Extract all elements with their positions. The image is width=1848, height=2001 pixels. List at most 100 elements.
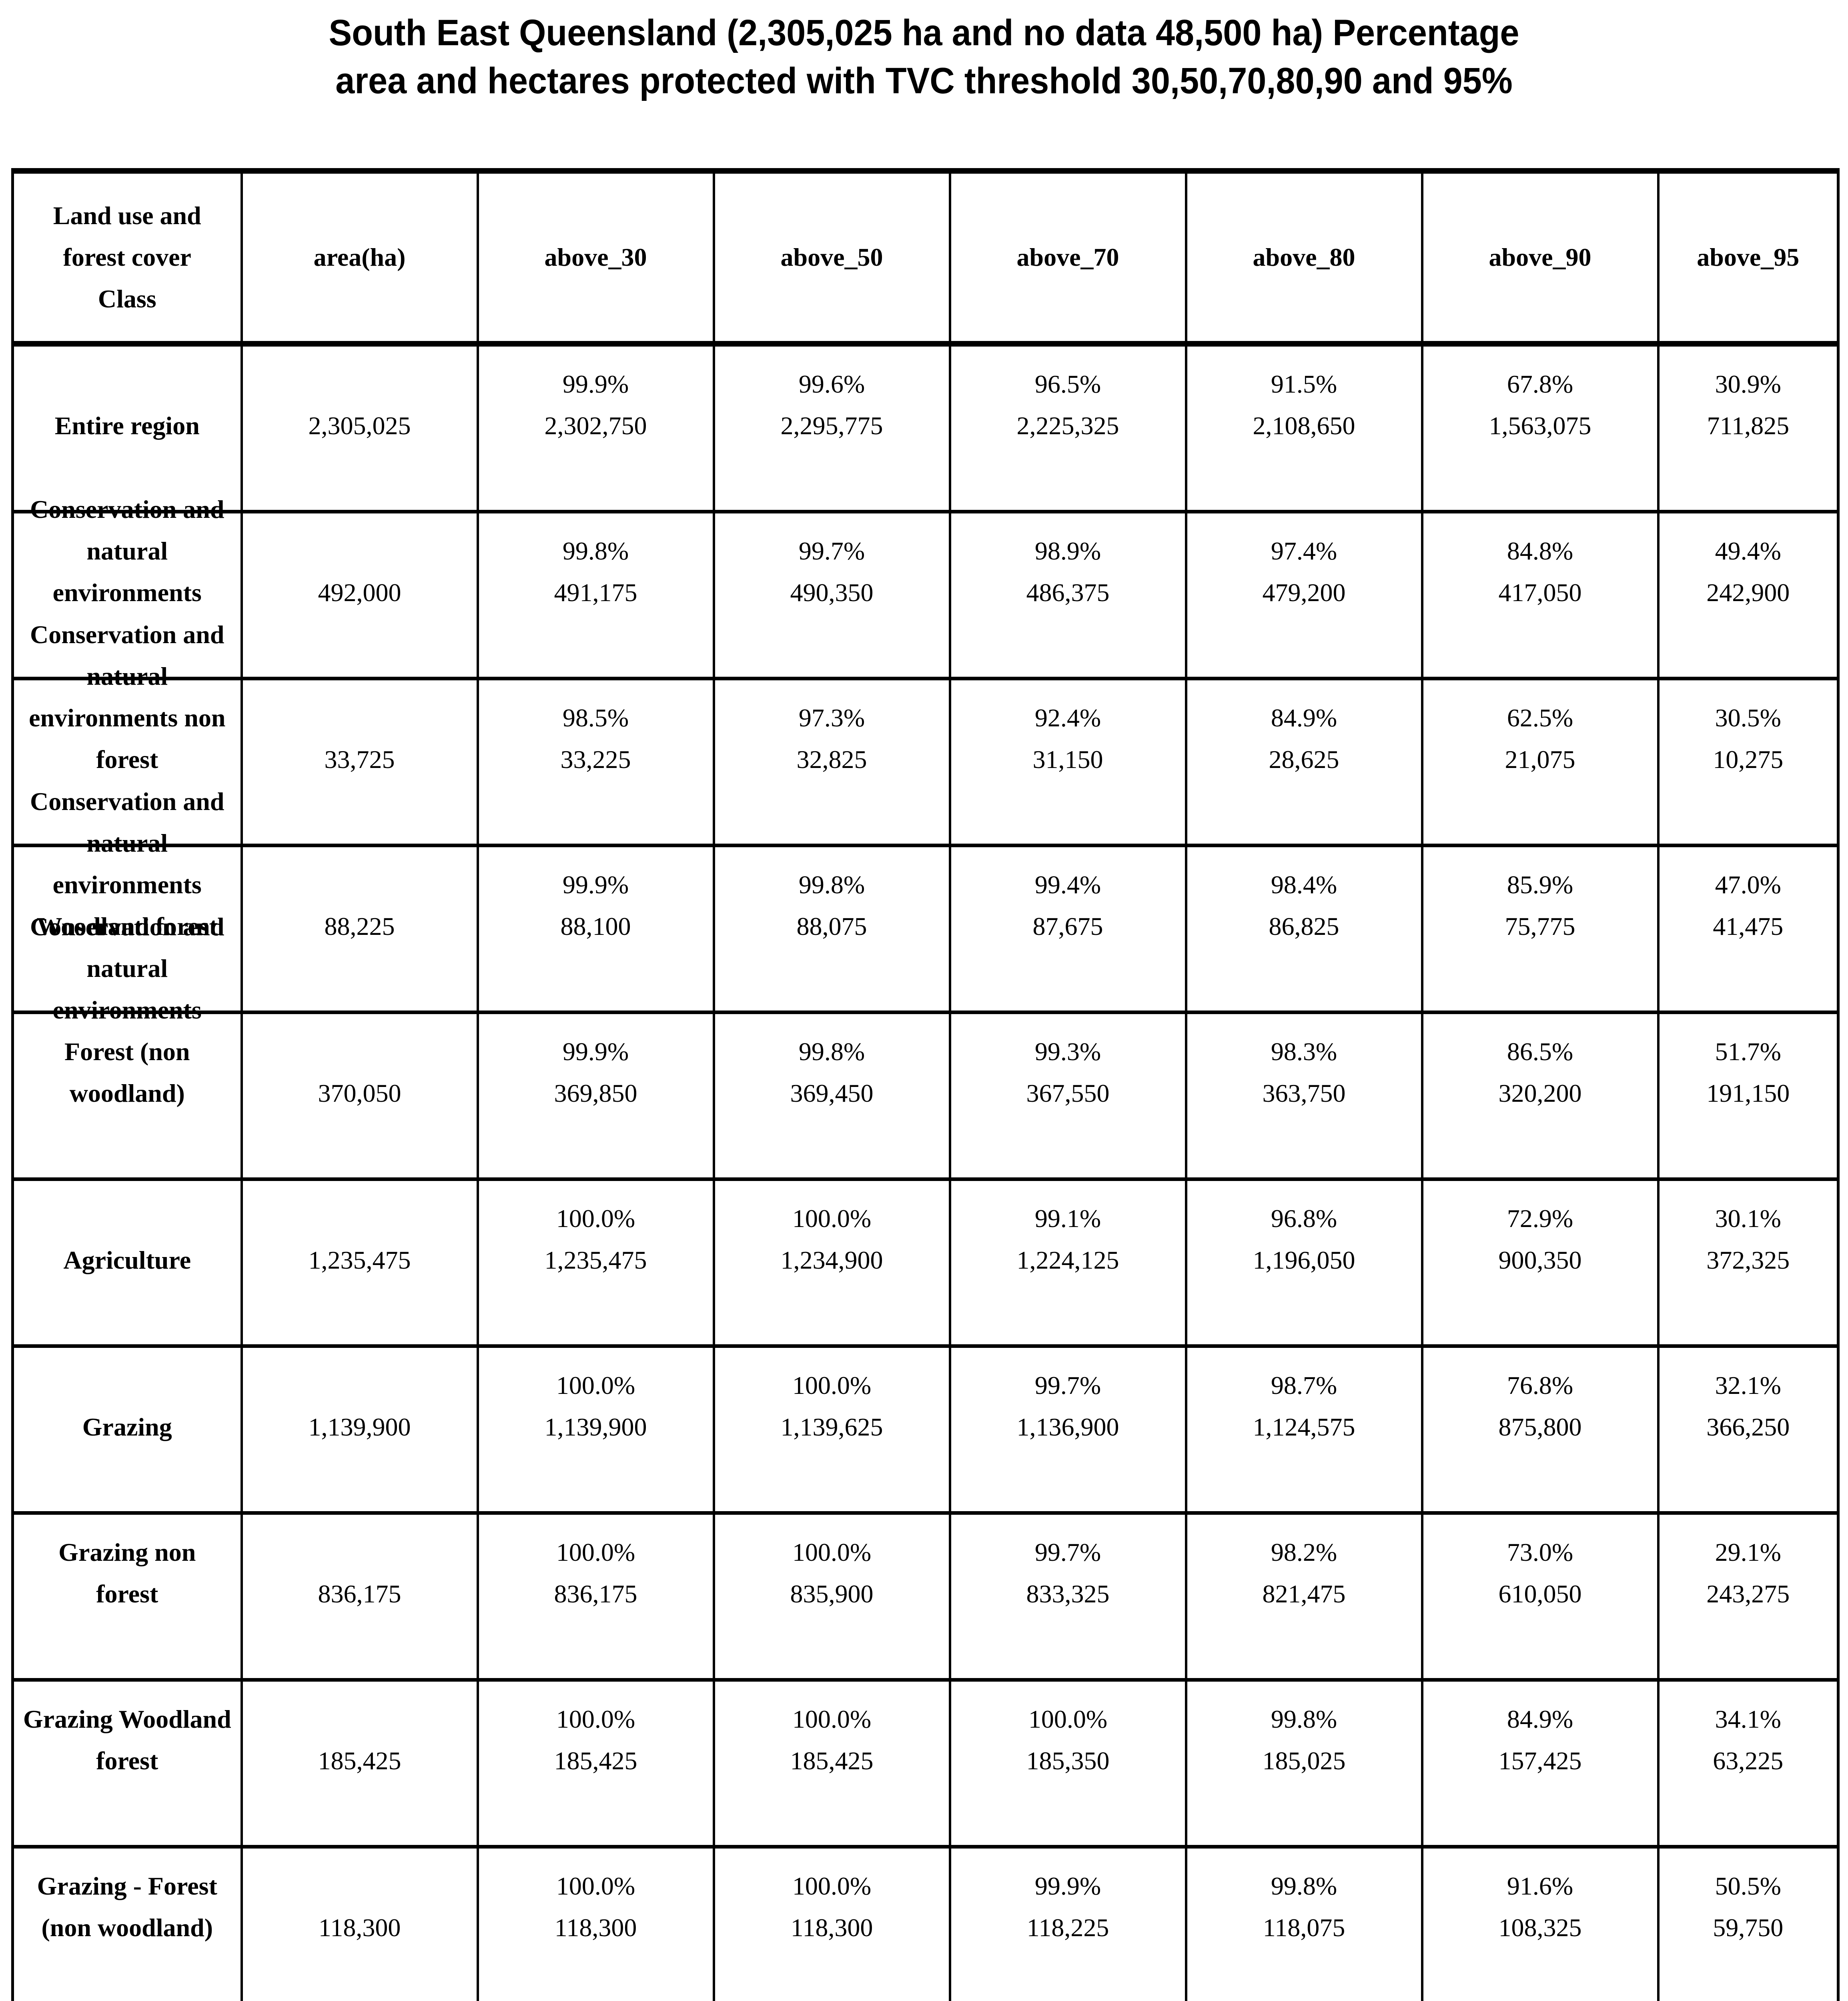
percent-value: 30.5%: [1715, 704, 1781, 732]
percent-value: 32.1%: [1715, 1371, 1781, 1399]
threshold-values: 96.5% 2,225,325: [954, 363, 1183, 447]
row-label-cell: Conservation and natural environments no…: [11, 620, 243, 847]
threshold-values: 100.0% 1,234,900: [718, 1198, 946, 1281]
percent-value: 99.6%: [798, 370, 865, 398]
percent-value: 99.9%: [562, 370, 629, 398]
percent-value: 29.1%: [1715, 1538, 1781, 1566]
hectare-value: 59,750: [1713, 1913, 1784, 1942]
hectare-value: 108,325: [1498, 1913, 1582, 1942]
threshold-cell: 99.7% 833,325: [948, 1512, 1187, 1682]
cell-box: 86.5% 320,200: [1423, 1014, 1657, 1177]
cell-box: 96.8% 1,196,050: [1187, 1181, 1421, 1344]
area-value: 836,175: [318, 1580, 401, 1608]
threshold-cell: 96.8% 1,196,050: [1185, 1178, 1423, 1348]
cell-box: 100.0% 1,139,900: [479, 1348, 713, 1511]
threshold-values: 91.6% 108,325: [1426, 1865, 1655, 1949]
percent-value: 99.8%: [1271, 1705, 1337, 1733]
threshold-values: 98.4% 86,825: [1190, 864, 1419, 947]
threshold-cell: 67.8% 1,563,075: [1421, 343, 1660, 513]
threshold-values: 32.1% 366,250: [1662, 1365, 1835, 1448]
area-cell: 185,425: [240, 1678, 479, 1849]
threshold-cell: 97.4% 479,200: [1185, 510, 1423, 680]
area-value: 492,000: [318, 578, 401, 607]
hectare-value: 711,825: [1707, 411, 1790, 440]
threshold-cell: 99.9% 118,225: [948, 1845, 1187, 2001]
hectare-value: 185,025: [1262, 1746, 1346, 1775]
threshold-values: 30.5% 10,275: [1662, 697, 1835, 780]
hectare-value: 21,075: [1505, 745, 1575, 774]
threshold-values: 97.3% 32,825: [718, 697, 946, 780]
column-header-2: above_30: [476, 170, 715, 347]
cell-box: 492,000: [243, 513, 477, 677]
threshold-cell: 100.0% 118,300: [476, 1845, 715, 2001]
row-label-cell: Conservation and natural environments: [11, 495, 243, 680]
area-value: 185,425: [318, 1746, 401, 1775]
threshold-values: 30.9% 711,825: [1662, 363, 1835, 447]
percent-value: 84.9%: [1507, 1705, 1573, 1733]
threshold-cell: 99.8% 491,175: [476, 510, 715, 680]
threshold-cell: 100.0% 835,900: [712, 1512, 951, 1682]
hectare-value: 2,225,325: [1016, 411, 1119, 440]
cell-box: 85.9% 75,775: [1423, 847, 1657, 1011]
percent-value: 84.8%: [1507, 537, 1573, 565]
area-value: 1,235,475: [308, 1246, 411, 1274]
cell-box: 99.8% 118,075: [1187, 1849, 1421, 2001]
cell-box: Agriculture: [14, 1181, 241, 1344]
hectare-value: 491,175: [554, 578, 637, 607]
cell-box: 67.8% 1,563,075: [1423, 347, 1657, 510]
threshold-values: 29.1% 243,275: [1662, 1532, 1835, 1615]
percent-value: 99.9%: [1034, 1872, 1101, 1900]
threshold-cell: 100.0% 118,300: [712, 1845, 951, 2001]
percent-value: 100.0%: [792, 1705, 872, 1733]
cell-box: Conservation and natural environments Fo…: [14, 912, 241, 1177]
cell-box: 32.1% 366,250: [1660, 1348, 1837, 1511]
percent-value: 98.2%: [1271, 1538, 1337, 1566]
row-label: Agriculture: [63, 1246, 191, 1274]
table-row: Grazing non forest 836,175 100.0% 836,175 10…: [11, 1512, 1840, 1682]
threshold-values: 92.4% 31,150: [954, 697, 1183, 780]
percent-value: 100.0%: [792, 1538, 872, 1566]
threshold-values: 49.4% 242,900: [1662, 530, 1835, 614]
percent-value: 67.8%: [1507, 370, 1573, 398]
table-row: Grazing Woodland forest 185,425 100.0% 185,…: [11, 1678, 1840, 1849]
percent-value: 100.0%: [556, 1538, 635, 1566]
threshold-values: 76.8% 875,800: [1426, 1365, 1655, 1448]
threshold-values: 99.7% 1,136,900: [954, 1365, 1183, 1448]
percent-value: 99.8%: [562, 537, 629, 565]
threshold-cell: 51.7% 191,150: [1657, 1011, 1840, 1181]
threshold-values: 99.7% 490,350: [718, 530, 946, 614]
percent-value: 100.0%: [792, 1872, 872, 1900]
threshold-cell: 99.8% 88,075: [712, 844, 951, 1014]
cell-box: 185,425: [243, 1682, 477, 1845]
percent-value: 49.4%: [1715, 537, 1781, 565]
threshold-cell: 97.3% 32,825: [712, 677, 951, 847]
hectare-value: 118,300: [554, 1913, 637, 1942]
cell-box: 30.1% 372,325: [1660, 1181, 1837, 1344]
hectare-value: 1,139,900: [544, 1413, 647, 1441]
hectare-value: 75,775: [1505, 912, 1575, 940]
cell-box: 84.8% 417,050: [1423, 513, 1657, 677]
cell-box: 76.8% 875,800: [1423, 1348, 1657, 1511]
row-label: Grazing Woodland forest: [23, 1705, 231, 1775]
threshold-values: 100.0% 185,425: [718, 1698, 946, 1782]
area-value: 88,225: [324, 912, 395, 940]
percent-value: 96.8%: [1271, 1204, 1337, 1233]
row-label: Entire region: [54, 411, 200, 440]
hectare-value: 1,235,475: [544, 1246, 647, 1274]
cell-box: 100.0% 1,139,625: [715, 1348, 949, 1511]
threshold-values: 96.8% 1,196,050: [1190, 1198, 1419, 1281]
hectare-value: 191,150: [1706, 1079, 1790, 1107]
threshold-cell: 100.0% 185,425: [476, 1678, 715, 1849]
percent-value: 85.9%: [1507, 870, 1573, 899]
area-cell: 118,300: [240, 1845, 479, 2001]
hectare-value: 369,450: [790, 1079, 874, 1107]
cell-box: Conservation and natural environments Wo…: [14, 787, 241, 1011]
percent-value: 99.8%: [798, 1037, 865, 1066]
cell-box: 836,175: [243, 1515, 477, 1678]
threshold-values: 98.7% 1,124,575: [1190, 1365, 1419, 1448]
threshold-values: 30.1% 372,325: [1662, 1198, 1835, 1281]
row-label-cell: Grazing: [11, 1345, 243, 1515]
percent-value: 72.9%: [1507, 1204, 1573, 1233]
percent-value: 97.3%: [798, 704, 865, 732]
threshold-cell: 98.4% 86,825: [1185, 844, 1423, 1014]
